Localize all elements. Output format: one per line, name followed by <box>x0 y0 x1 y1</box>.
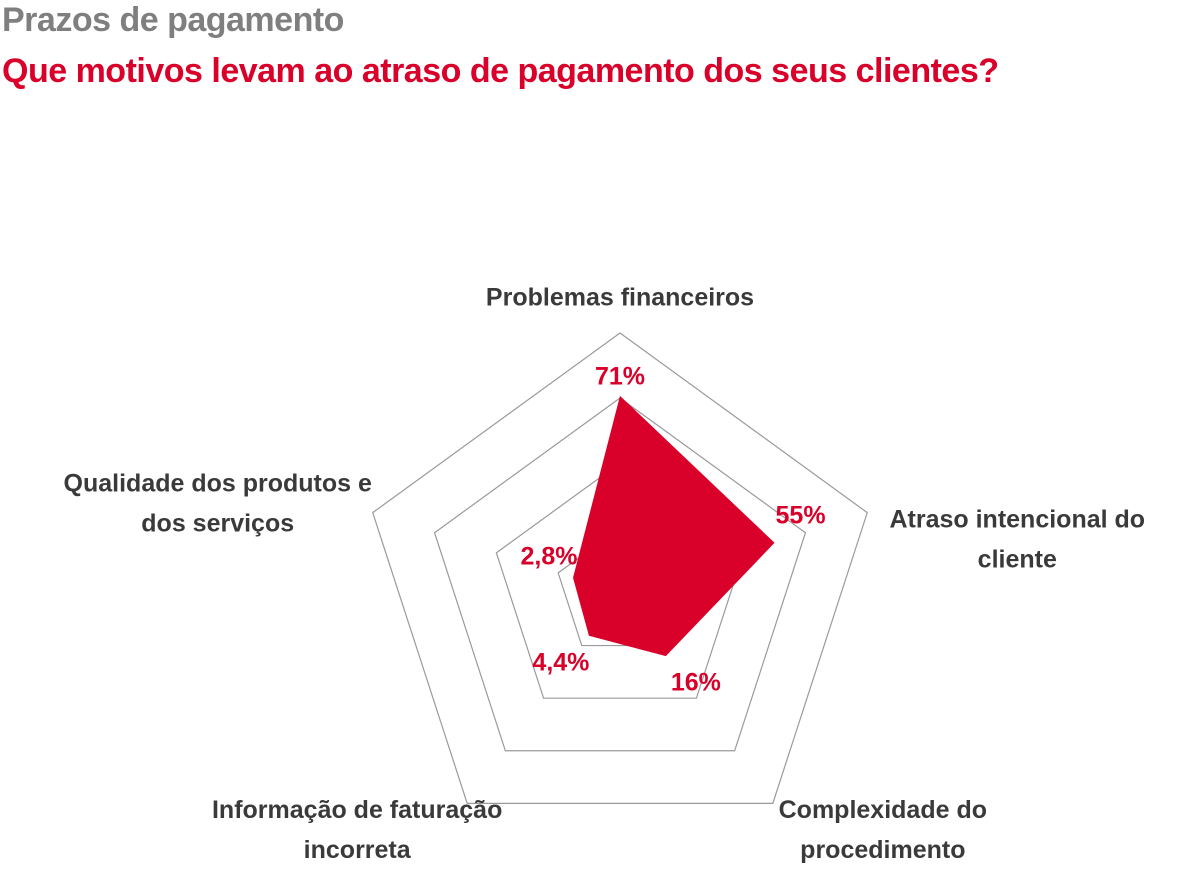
category-label-3-line-2: procedimento <box>800 836 965 864</box>
category-label-5-line-1: Qualidade dos produtos e <box>64 469 372 497</box>
chart-kicker: Prazos de pagamento <box>2 1 344 39</box>
value-label-4: 4,4% <box>532 648 589 676</box>
category-label-4-line-1: Informação de faturação <box>212 796 502 824</box>
chart-title: Que motivos levam ao atraso de pagamento… <box>2 52 999 90</box>
value-label-5: 2,8% <box>521 542 578 570</box>
value-label-2: 55% <box>776 501 826 529</box>
category-label-2-line-2: cliente <box>978 545 1057 573</box>
data-area <box>573 395 775 657</box>
value-label-1: 71% <box>595 362 645 390</box>
category-label-1: Problemas financeiros <box>486 284 754 312</box>
category-label-5-line-2: dos serviços <box>141 509 294 537</box>
value-label-3: 16% <box>671 669 721 697</box>
grid-ring-3 <box>433 397 807 752</box>
category-label-2-line-1: Atraso intencional do <box>889 505 1145 533</box>
category-label-4-line-2: incorreta <box>304 836 412 864</box>
grid-ring-4 <box>372 332 868 804</box>
category-label-3-line-1: Complexidade do <box>779 796 987 824</box>
